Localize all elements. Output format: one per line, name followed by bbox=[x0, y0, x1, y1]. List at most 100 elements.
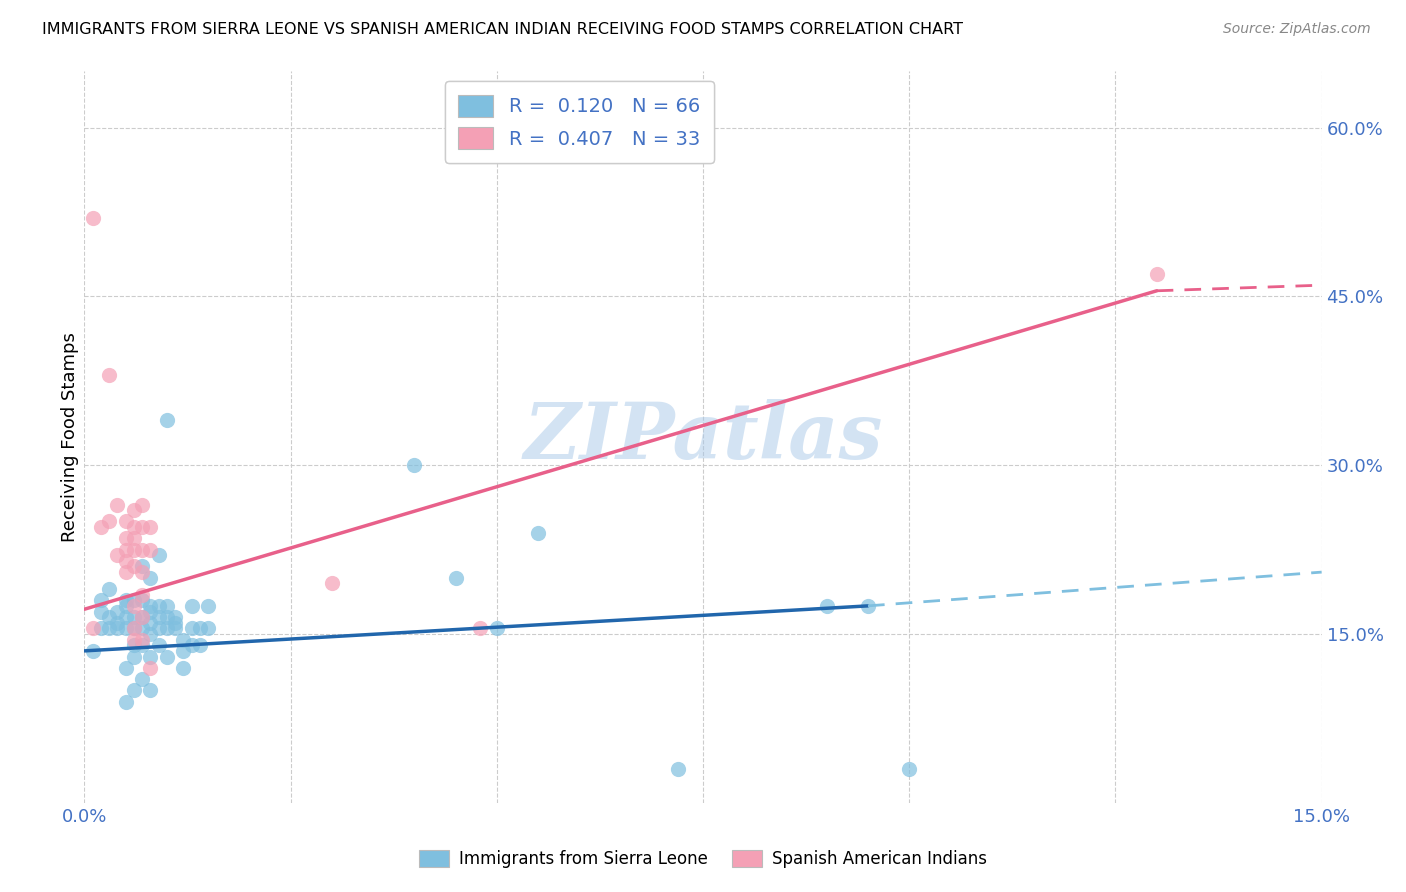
Point bbox=[114, 515, 136, 529]
Point bbox=[114, 661, 136, 675]
Point bbox=[114, 694, 136, 708]
Point bbox=[105, 548, 128, 562]
Point bbox=[122, 638, 145, 652]
Point bbox=[527, 525, 550, 540]
Point bbox=[156, 649, 179, 664]
Point bbox=[105, 605, 128, 619]
Point bbox=[90, 520, 112, 534]
Point bbox=[898, 762, 921, 776]
Point bbox=[197, 621, 219, 635]
Point bbox=[98, 621, 121, 635]
Point bbox=[131, 632, 153, 647]
Y-axis label: Receiving Food Stamps: Receiving Food Stamps bbox=[62, 332, 80, 542]
Point bbox=[148, 621, 170, 635]
Point bbox=[172, 632, 194, 647]
Point bbox=[148, 638, 170, 652]
Point bbox=[148, 610, 170, 624]
Point bbox=[131, 565, 153, 579]
Point bbox=[156, 599, 179, 613]
Point bbox=[156, 621, 179, 635]
Point bbox=[139, 571, 162, 585]
Point bbox=[188, 621, 211, 635]
Point bbox=[122, 649, 145, 664]
Point bbox=[82, 644, 104, 658]
Point bbox=[131, 498, 153, 512]
Legend: Immigrants from Sierra Leone, Spanish American Indians: Immigrants from Sierra Leone, Spanish Am… bbox=[412, 843, 994, 875]
Point bbox=[122, 599, 145, 613]
Point bbox=[180, 621, 202, 635]
Point bbox=[105, 615, 128, 630]
Point bbox=[165, 621, 187, 635]
Point bbox=[404, 458, 426, 473]
Point bbox=[172, 661, 194, 675]
Point bbox=[105, 498, 128, 512]
Text: IMMIGRANTS FROM SIERRA LEONE VS SPANISH AMERICAN INDIAN RECEIVING FOOD STAMPS CO: IMMIGRANTS FROM SIERRA LEONE VS SPANISH … bbox=[42, 22, 963, 37]
Point bbox=[131, 610, 153, 624]
Legend: R =  0.120   N = 66, R =  0.407   N = 33: R = 0.120 N = 66, R = 0.407 N = 33 bbox=[444, 81, 714, 163]
Point bbox=[105, 621, 128, 635]
Point bbox=[139, 627, 162, 641]
Point bbox=[139, 683, 162, 698]
Point bbox=[122, 621, 145, 635]
Point bbox=[122, 520, 145, 534]
Point bbox=[139, 615, 162, 630]
Point bbox=[114, 593, 136, 607]
Point bbox=[122, 632, 145, 647]
Point bbox=[90, 593, 112, 607]
Text: Source: ZipAtlas.com: Source: ZipAtlas.com bbox=[1223, 22, 1371, 37]
Point bbox=[114, 621, 136, 635]
Point bbox=[131, 672, 153, 686]
Point bbox=[131, 638, 153, 652]
Point bbox=[165, 615, 187, 630]
Point bbox=[321, 576, 343, 591]
Point bbox=[165, 610, 187, 624]
Point bbox=[148, 599, 170, 613]
Point bbox=[156, 413, 179, 427]
Point bbox=[139, 520, 162, 534]
Point bbox=[485, 621, 508, 635]
Point bbox=[666, 762, 689, 776]
Point bbox=[131, 610, 153, 624]
Point bbox=[131, 542, 153, 557]
Point bbox=[98, 582, 121, 596]
Point bbox=[148, 548, 170, 562]
Point bbox=[131, 520, 153, 534]
Point bbox=[114, 542, 136, 557]
Point bbox=[122, 503, 145, 517]
Point bbox=[82, 211, 104, 225]
Point bbox=[90, 621, 112, 635]
Point bbox=[114, 554, 136, 568]
Point bbox=[122, 542, 145, 557]
Point bbox=[180, 638, 202, 652]
Point bbox=[188, 638, 211, 652]
Point bbox=[114, 532, 136, 546]
Point bbox=[470, 621, 492, 635]
Point bbox=[82, 621, 104, 635]
Point bbox=[172, 644, 194, 658]
Point bbox=[122, 532, 145, 546]
Point bbox=[114, 599, 136, 613]
Point bbox=[815, 599, 838, 613]
Point bbox=[98, 368, 121, 383]
Point bbox=[139, 542, 162, 557]
Point bbox=[856, 599, 879, 613]
Point bbox=[122, 559, 145, 574]
Point bbox=[131, 621, 153, 635]
Point bbox=[131, 593, 153, 607]
Point bbox=[122, 610, 145, 624]
Point bbox=[122, 621, 145, 635]
Point bbox=[131, 588, 153, 602]
Point bbox=[180, 599, 202, 613]
Point bbox=[1146, 267, 1168, 281]
Point bbox=[98, 610, 121, 624]
Point bbox=[131, 559, 153, 574]
Point bbox=[122, 593, 145, 607]
Point bbox=[197, 599, 219, 613]
Text: ZIPatlas: ZIPatlas bbox=[523, 399, 883, 475]
Point bbox=[114, 565, 136, 579]
Point bbox=[98, 515, 121, 529]
Point bbox=[139, 605, 162, 619]
Point bbox=[139, 649, 162, 664]
Point bbox=[156, 610, 179, 624]
Point bbox=[139, 599, 162, 613]
